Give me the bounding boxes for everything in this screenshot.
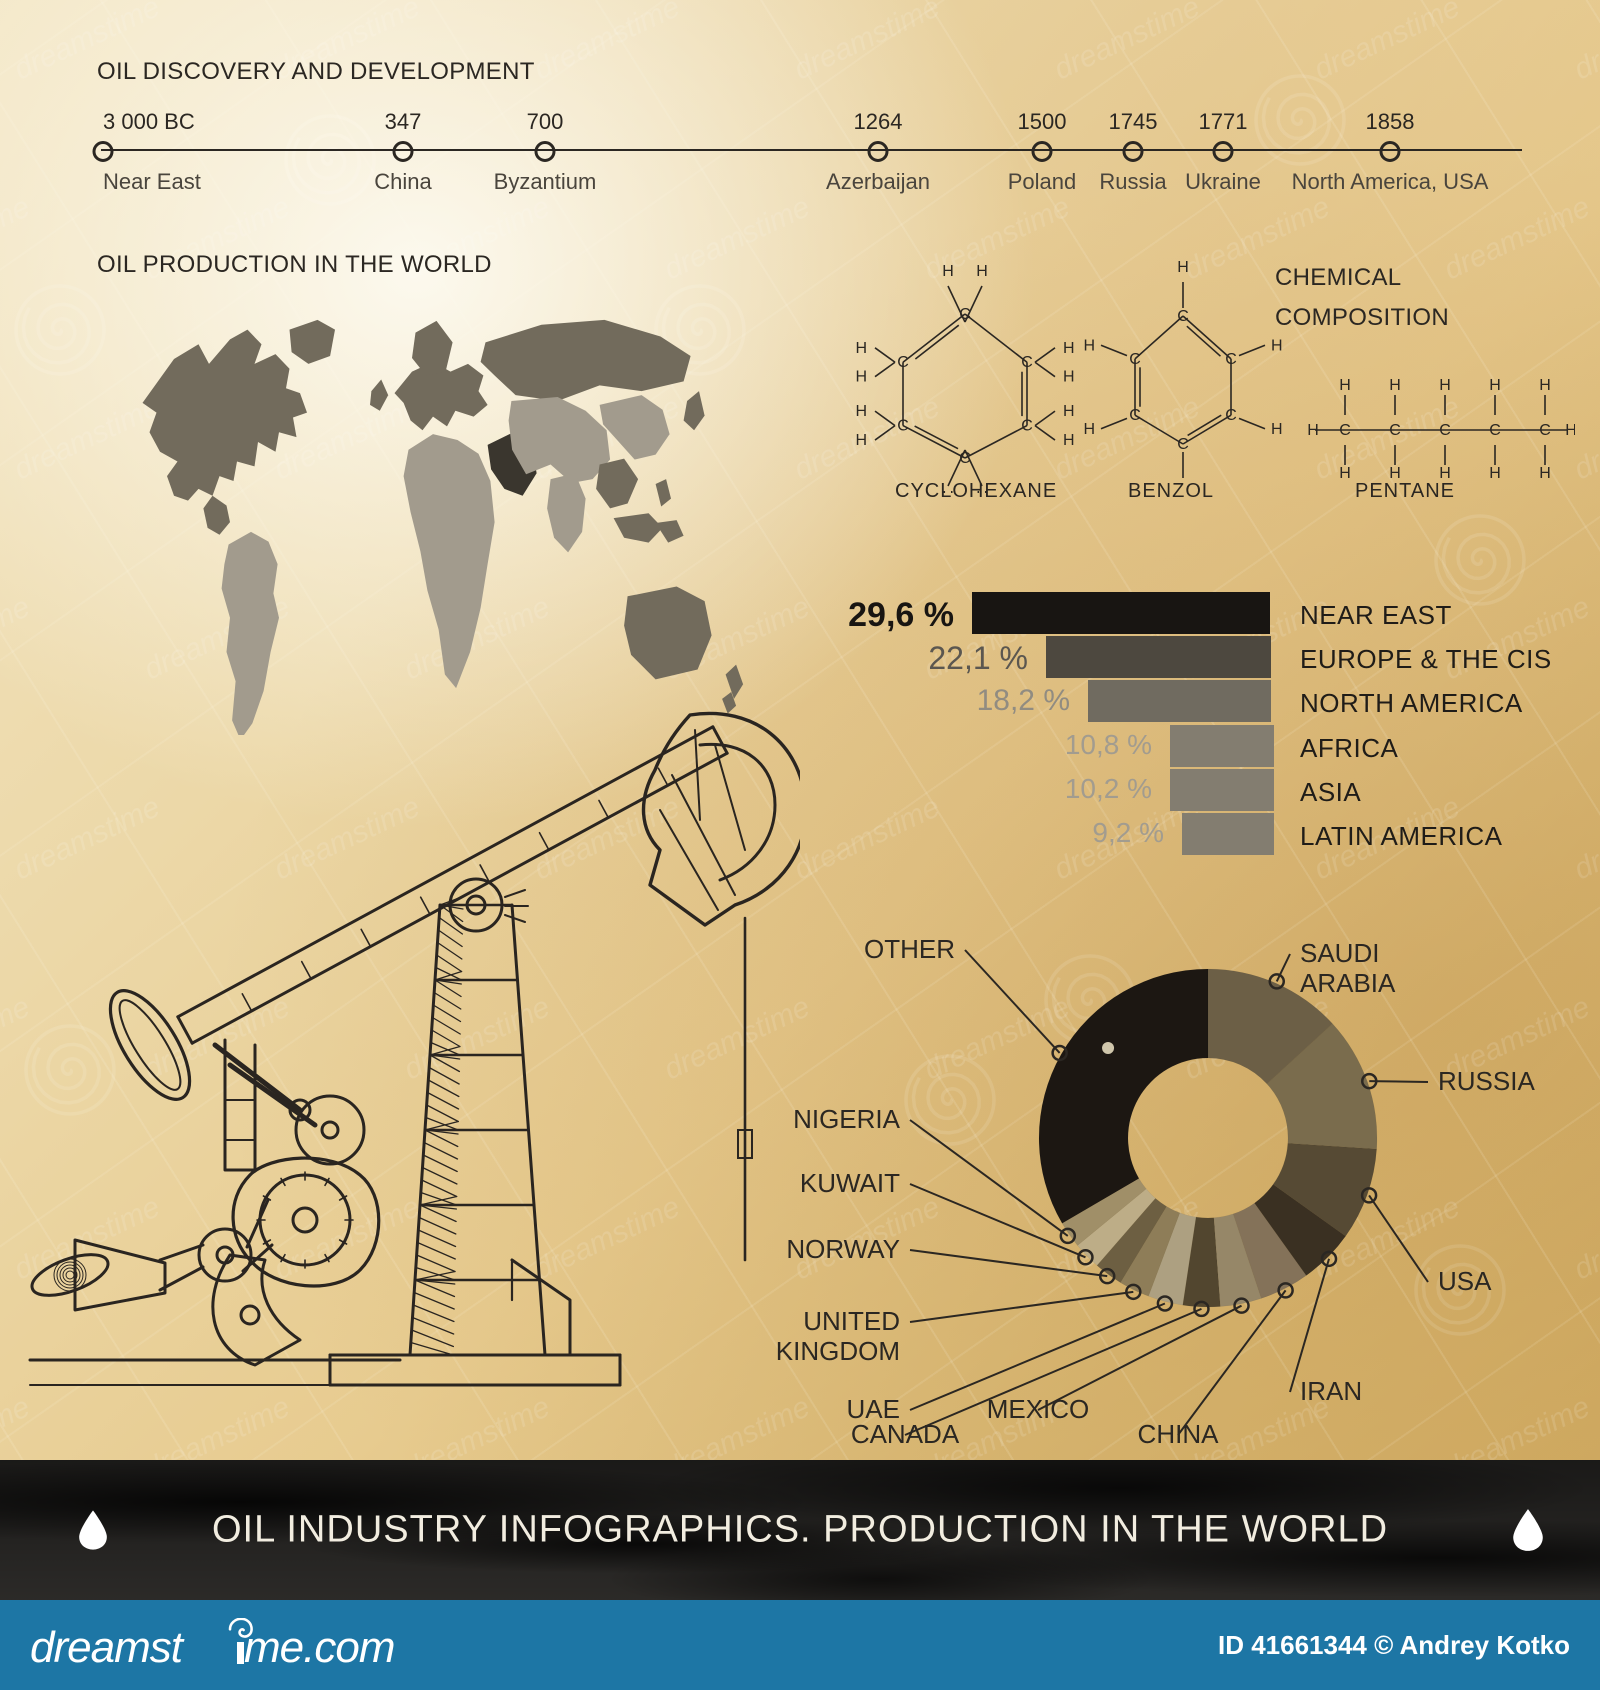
- svg-text:MEXICO: MEXICO: [987, 1394, 1090, 1424]
- svg-text:USA: USA: [1438, 1266, 1492, 1296]
- svg-text:RUSSIA: RUSSIA: [1438, 1066, 1535, 1096]
- svg-text:IRAN: IRAN: [1300, 1376, 1362, 1406]
- svg-text:OTHER: OTHER: [864, 934, 955, 964]
- svg-text:dreamst: dreamst: [30, 1623, 185, 1672]
- svg-text:KUWAIT: KUWAIT: [800, 1168, 900, 1198]
- svg-text:CHINA: CHINA: [1138, 1419, 1220, 1449]
- svg-text:UAE: UAE: [847, 1394, 900, 1424]
- svg-text:NIGERIA: NIGERIA: [793, 1104, 901, 1134]
- svg-text:me.com: me.com: [244, 1623, 394, 1672]
- svg-text:NORWAY: NORWAY: [786, 1234, 900, 1264]
